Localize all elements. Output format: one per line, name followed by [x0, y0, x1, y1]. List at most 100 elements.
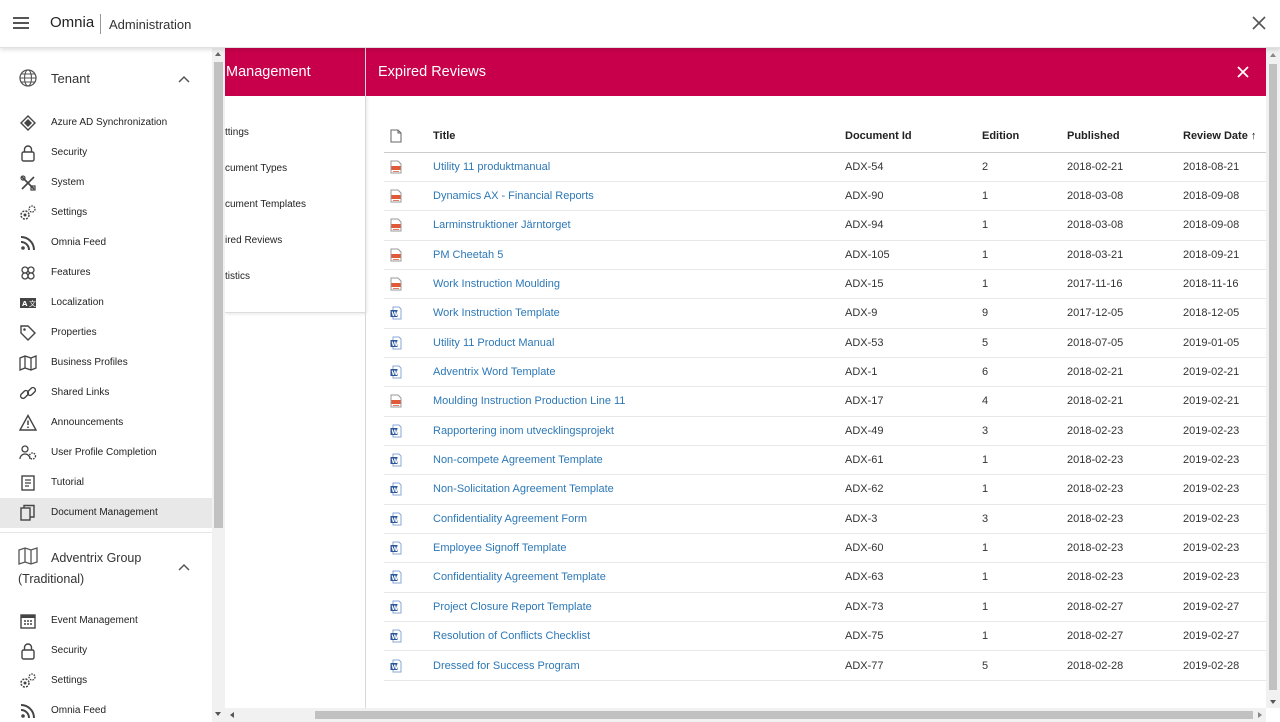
sidebar-item-announcements[interactable]: Announcements — [0, 408, 212, 438]
sidebar-item-azure-ad[interactable]: Azure AD Synchronization — [0, 108, 212, 138]
close-icon[interactable] — [1237, 66, 1249, 78]
title-cell[interactable]: Adventrix Word Template — [433, 357, 845, 388]
table-row[interactable]: W Project Closure Report Template ADX-73 1 2… — [384, 592, 1266, 623]
dm-menu-settings[interactable]: ttings — [225, 127, 249, 138]
sidebar-item-settings[interactable]: Settings — [0, 198, 212, 228]
word-file-icon: W — [390, 629, 433, 643]
table-row[interactable]: PM Cheetah 5 ADX-105 1 2018-03-21 2018-09-21 — [384, 240, 1266, 270]
sidebar-scrollbar[interactable] — [212, 48, 225, 722]
file-type-cell: W — [384, 650, 433, 681]
sidebar-item-group-security[interactable]: Security — [0, 636, 212, 666]
title-cell[interactable]: Non-compete Agreement Template — [433, 445, 845, 476]
title-cell[interactable]: Confidentiality Agreement Template — [433, 562, 845, 593]
table-row[interactable]: W Resolution of Conflicts Checklist ADX-75… — [384, 621, 1266, 652]
title-cell[interactable]: Non-Solicitation Agreement Template — [433, 474, 845, 505]
table-row[interactable]: W Utility 11 Product Manual ADX-53 5 2018-07… — [384, 328, 1266, 358]
edition-cell: 1 — [982, 533, 1067, 564]
title-cell[interactable]: Rapportering inom utvecklingsprojekt — [433, 416, 845, 446]
title-cell[interactable]: PM Cheetah 5 — [433, 240, 845, 270]
pdf-file-icon — [390, 160, 433, 174]
published-column-header[interactable]: Published — [1067, 120, 1183, 153]
table-row[interactable]: Utility 11 produktmanual ADX-54 2 2018-02-2… — [384, 152, 1266, 182]
sidebar-item-system[interactable]: System — [0, 168, 212, 198]
dm-menu-document-types[interactable]: cument Types — [225, 163, 288, 174]
sidebar-item-label: Localization — [51, 297, 104, 308]
table-row[interactable]: W Confidentiality Agreement Form ADX-3 3 201… — [384, 504, 1266, 534]
hamburger-menu-icon[interactable] — [13, 17, 29, 29]
adventrix-group-title: Adventrix Group (Traditional) — [18, 551, 142, 586]
sidebar-item-business-profiles[interactable]: Business Profiles — [0, 348, 212, 378]
review-date-column-header[interactable]: Review Date ↑ — [1183, 120, 1266, 153]
scroll-up-arrow-icon[interactable] — [215, 52, 221, 56]
title-cell[interactable]: Larminstruktioner Järntorget — [433, 210, 845, 241]
title-cell[interactable]: Utility 11 produktmanual — [433, 152, 845, 182]
tenant-group-header[interactable]: Tenant — [0, 68, 212, 88]
title-cell[interactable]: Dressed for Success Program — [433, 650, 845, 681]
published-cell: 2018-02-21 — [1067, 386, 1183, 417]
table-row[interactable]: Work Instruction Moulding ADX-15 1 2017-11-… — [384, 269, 1266, 300]
svg-text:W: W — [392, 664, 399, 671]
chevron-up-icon[interactable] — [177, 74, 191, 84]
horizontal-scroll-thumb[interactable] — [315, 711, 1253, 719]
scroll-up-arrow-icon[interactable] — [1270, 53, 1276, 57]
scroll-left-arrow-icon[interactable] — [230, 712, 234, 718]
sidebar-item-event-management[interactable]: Event Management — [0, 606, 212, 636]
table-row[interactable]: Larminstruktioner Järntorget ADX-94 1 2018-… — [384, 210, 1266, 241]
sidebar-scroll-thumb[interactable] — [214, 62, 223, 528]
title-cell[interactable]: Work Instruction Moulding — [433, 269, 845, 300]
table-row[interactable]: Moulding Instruction Production Line 11 A… — [384, 386, 1266, 417]
title-cell[interactable]: Confidentiality Agreement Form — [433, 504, 845, 534]
sidebar-item-properties[interactable]: Properties — [0, 318, 212, 348]
edition-cell: 5 — [982, 328, 1067, 358]
close-icon[interactable] — [1250, 14, 1268, 32]
document-id-cell: ADX-1 — [845, 357, 982, 388]
document-id-cell: ADX-49 — [845, 416, 982, 446]
title-cell[interactable]: Work Instruction Template — [433, 298, 845, 329]
table-row[interactable]: W Dressed for Success Program ADX-77 5 2018-… — [384, 650, 1266, 681]
table-row[interactable]: W Non-Solicitation Agreement Template ADX-… — [384, 474, 1266, 505]
published-cell: 2018-03-21 — [1067, 240, 1183, 270]
sidebar-item-features[interactable]: Features — [0, 258, 212, 288]
dm-menu-document-templates[interactable]: cument Templates — [225, 199, 306, 210]
sidebar-item-label: Security — [51, 645, 88, 656]
table-row[interactable]: W Adventrix Word Template ADX-1 6 2018-02-21… — [384, 357, 1266, 388]
document-id-column-header[interactable]: Document Id — [845, 120, 982, 153]
sidebar-item-tutorial[interactable]: Tutorial — [0, 468, 212, 498]
rss-icon — [20, 236, 35, 251]
sidebar-item-group-omnia-feed[interactable]: Omnia Feed — [0, 696, 212, 722]
scroll-right-arrow-icon[interactable] — [1258, 712, 1262, 718]
table-row[interactable]: W Employee Signoff Template ADX-60 1 2018-02… — [384, 533, 1266, 564]
horizontal-scrollbar[interactable] — [225, 708, 1266, 722]
sidebar-item-omnia-feed[interactable]: Omnia Feed — [0, 228, 212, 258]
edition-column-header[interactable]: Edition — [982, 120, 1067, 153]
sidebar-item-security[interactable]: Security — [0, 138, 212, 168]
published-cell: 2018-02-21 — [1067, 357, 1183, 388]
panel-vertical-scrollbar[interactable] — [1266, 48, 1280, 708]
scroll-down-arrow-icon[interactable] — [215, 712, 221, 716]
sidebar-item-shared-links[interactable]: Shared Links — [0, 378, 212, 408]
dm-menu-statistics[interactable]: tistics — [225, 271, 250, 282]
title-cell[interactable]: Project Closure Report Template — [433, 592, 845, 623]
title-cell[interactable]: Dynamics AX - Financial Reports — [433, 181, 845, 212]
dm-menu-expired-reviews[interactable]: ired Reviews — [225, 235, 283, 246]
panel-scroll-thumb[interactable] — [1269, 64, 1277, 690]
chevron-up-icon[interactable] — [177, 562, 191, 572]
title-cell[interactable]: Resolution of Conflicts Checklist — [433, 621, 845, 652]
table-row[interactable]: W Work Instruction Template ADX-9 9 2017-12-… — [384, 298, 1266, 329]
title-cell[interactable]: Moulding Instruction Production Line 11 — [433, 386, 845, 417]
table-row[interactable]: W Confidentiality Agreement Template ADX-6… — [384, 562, 1266, 593]
table-row[interactable]: W Rapportering inom utvecklingsprojekt ADX… — [384, 416, 1266, 446]
sidebar-item-user-profile-completion[interactable]: User Profile Completion — [0, 438, 212, 468]
sidebar-item-group-settings[interactable]: Settings — [0, 666, 212, 696]
table-row[interactable]: W Non-compete Agreement Template ADX-61 1 20… — [384, 445, 1266, 476]
title-cell[interactable]: Employee Signoff Template — [433, 533, 845, 564]
title-column-header[interactable]: Title — [433, 120, 845, 153]
title-cell[interactable]: Utility 11 Product Manual — [433, 328, 845, 358]
sort-ascending-icon[interactable]: ↑ — [1250, 129, 1257, 142]
adventrix-group-header[interactable] — [0, 546, 212, 590]
file-type-column-header[interactable] — [384, 120, 433, 153]
table-row[interactable]: Dynamics AX - Financial Reports ADX-90 1 20… — [384, 181, 1266, 212]
scroll-down-arrow-icon[interactable] — [1270, 700, 1276, 704]
sidebar-item-document-management[interactable]: Document Management — [0, 498, 212, 528]
